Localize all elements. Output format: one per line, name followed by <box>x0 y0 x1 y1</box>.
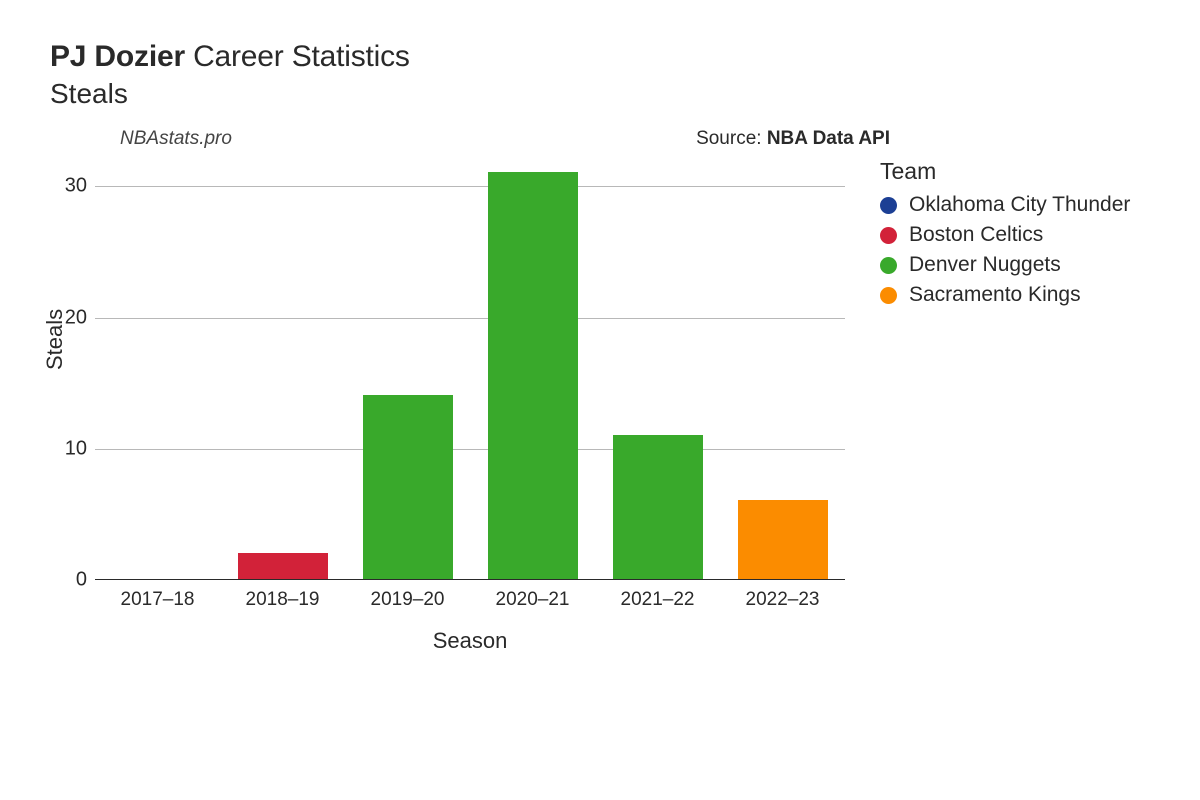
x-tick-label: 2017–18 <box>121 589 195 611</box>
source-prefix: Source: <box>696 128 767 149</box>
legend-title: Team <box>880 158 1130 185</box>
y-tick-label: 10 <box>55 437 87 460</box>
title-block: PJ Dozier Career Statistics Steals <box>50 40 1160 110</box>
title-rest: Career Statistics <box>193 40 410 73</box>
chart-container: PJ Dozier Career Statistics Steals NBAst… <box>0 0 1200 800</box>
legend-label: Boston Celtics <box>909 223 1043 247</box>
plot-area: 01020302017–182018–192019–202020–212021–… <box>95 160 845 580</box>
legend-item: Denver Nuggets <box>880 253 1130 277</box>
bar-chart: 01020302017–182018–192019–202020–212021–… <box>95 160 845 580</box>
bar <box>488 172 578 579</box>
gridline <box>95 318 845 319</box>
y-tick-label: 0 <box>55 569 87 592</box>
bar <box>238 553 328 579</box>
title-player: PJ Dozier <box>50 40 185 73</box>
x-axis-label: Season <box>95 628 845 654</box>
legend-item: Oklahoma City Thunder <box>880 193 1130 217</box>
source-text: Source: NBA Data API <box>696 128 890 150</box>
bar <box>363 395 453 579</box>
legend-label: Sacramento Kings <box>909 283 1081 307</box>
x-tick-label: 2021–22 <box>621 589 695 611</box>
legend-label: Oklahoma City Thunder <box>909 193 1130 217</box>
y-tick-label: 20 <box>55 306 87 329</box>
source-name: NBA Data API <box>767 128 890 149</box>
bar <box>738 500 828 579</box>
legend-item: Boston Celtics <box>880 223 1130 247</box>
meta-row: NBAstats.pro Source: NBA Data API <box>120 128 900 150</box>
legend-swatch <box>880 197 897 214</box>
legend-label: Denver Nuggets <box>909 253 1061 277</box>
gridline <box>95 449 845 450</box>
legend-swatch <box>880 257 897 274</box>
bar <box>613 435 703 579</box>
watermark-text: NBAstats.pro <box>120 128 232 149</box>
chart-title: PJ Dozier Career Statistics <box>50 40 1160 74</box>
x-tick-label: 2018–19 <box>246 589 320 611</box>
chart-subtitle: Steals <box>50 78 1160 110</box>
gridline <box>95 186 845 187</box>
legend-swatch <box>880 227 897 244</box>
y-tick-label: 30 <box>55 175 87 198</box>
x-tick-label: 2019–20 <box>371 589 445 611</box>
x-tick-label: 2022–23 <box>746 589 820 611</box>
legend-swatch <box>880 287 897 304</box>
legend: Team Oklahoma City Thunder Boston Celtics… <box>880 158 1130 313</box>
legend-item: Sacramento Kings <box>880 283 1130 307</box>
x-tick-label: 2020–21 <box>496 589 570 611</box>
